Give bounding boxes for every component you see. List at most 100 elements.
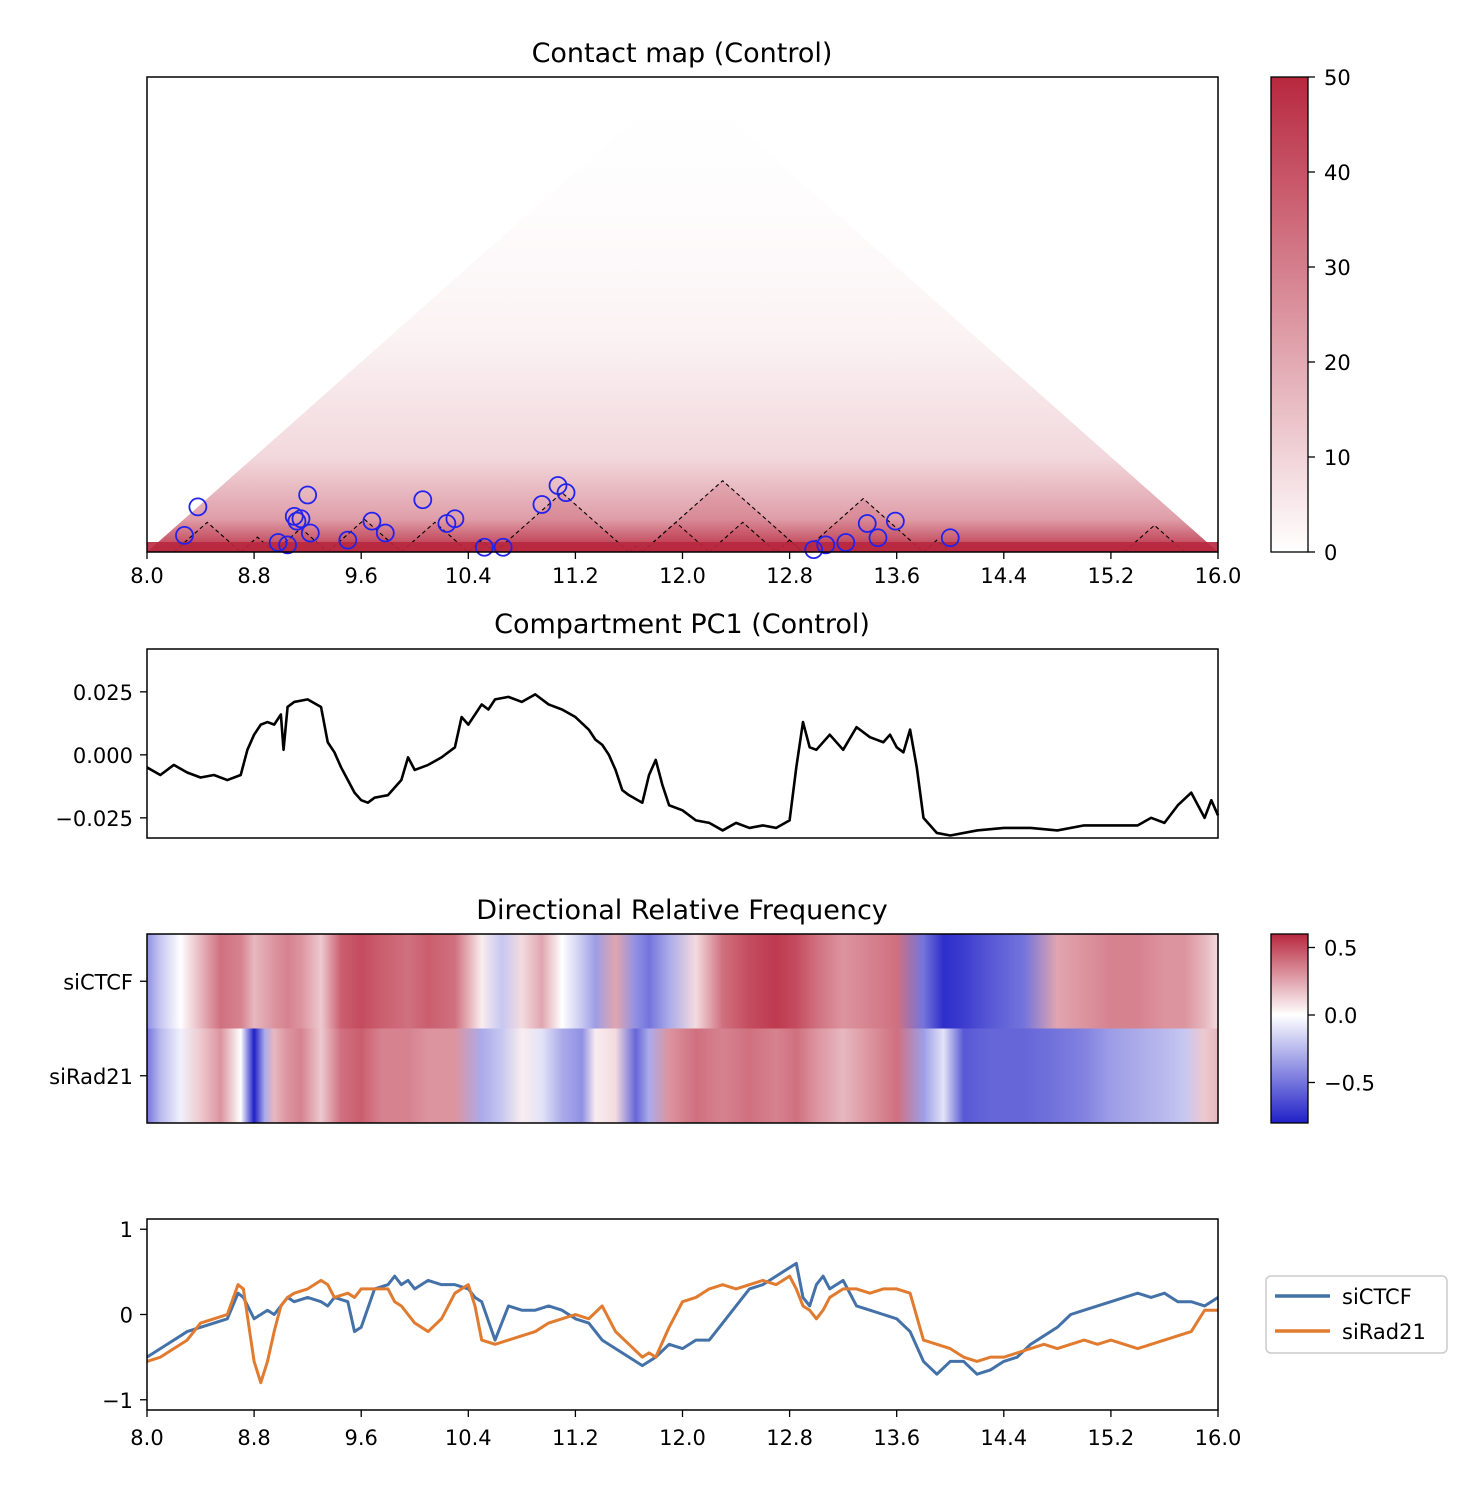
loop-marker [375, 523, 395, 543]
tad-fill [802, 498, 924, 552]
x-tick-label: 10.4 [445, 564, 492, 588]
x-tick-label: 14.4 [980, 564, 1027, 588]
loop-marker [287, 511, 307, 531]
loop-marker [556, 483, 576, 503]
loop-marker [885, 511, 905, 531]
x-tick-label: 12.8 [766, 1426, 813, 1450]
pc1-y-axis: 0.025 0.000 −0.025 [55, 681, 147, 831]
legend-label-sirad21: siRad21 [1342, 1320, 1426, 1344]
drf-line-y-axis: 1 0 −1 [102, 1218, 147, 1413]
drf-colorbar-gradient [1270, 933, 1309, 1124]
tad-outline [802, 497, 924, 553]
legend-label-sictcf: siCTCF [1342, 1285, 1412, 1309]
loop-marker [300, 523, 320, 543]
loop-marker [268, 533, 288, 552]
x-tick-label: 9.6 [344, 564, 377, 588]
x-tick-label: 15.2 [1088, 1426, 1135, 1450]
x-tick-label: 8.8 [237, 1426, 270, 1450]
loop-marker [278, 535, 297, 555]
drf-panel: Directional Relative Frequency siCTCF siR… [49, 895, 1375, 1124]
y-tick-label: 0.000 [73, 744, 133, 768]
x-tick-label: 15.2 [1088, 564, 1135, 588]
x-tick-label: 8.0 [130, 1426, 163, 1450]
loop-marker [474, 537, 494, 557]
y-tick-label: −0.025 [55, 807, 133, 831]
x-tick-label: 13.6 [873, 564, 920, 588]
colorbar-tick-label: 30 [1324, 256, 1351, 280]
loop-marker [868, 528, 888, 548]
loop-marker [298, 485, 318, 505]
colorbar-tick-label: 0 [1324, 541, 1337, 565]
loop-marker [816, 535, 836, 555]
x-tick-label: 14.4 [980, 1426, 1027, 1450]
row-label-siCTCF: siCTCF [63, 970, 133, 994]
y-tick-label: −1 [102, 1389, 133, 1413]
contact-map-triangle [147, 77, 1218, 552]
colorbar-tick-label: 0.5 [1324, 937, 1357, 961]
loop-marker [940, 528, 960, 548]
row-label-siRad21: siRad21 [49, 1065, 133, 1089]
drf-row-siRad21 [147, 1028, 1218, 1123]
colorbar-tick-label: 0.0 [1324, 1004, 1357, 1028]
contact-map-colorbar: 0 10 20 30 40 50 [1270, 66, 1351, 565]
contact-map-x-axis: 8.0 8.8 9.6 10.4 11.2 12.0 12.8 13.6 14.4 15.2 16.… [130, 552, 1241, 588]
loop-marker [532, 495, 552, 514]
drf-row-siCTCF [147, 934, 1218, 1029]
drf-line-x-axis: 8.0 8.8 9.6 10.4 11.2 12.0 12.8 13.6 14.4 15.2 16.… [130, 1410, 1241, 1450]
x-tick-label: 11.2 [552, 1426, 599, 1450]
loop-marker [857, 514, 877, 533]
drf-heatmap [147, 934, 1218, 1123]
loop-marker [175, 525, 194, 545]
x-tick-label: 11.2 [552, 564, 599, 588]
x-tick-label: 12.8 [766, 564, 813, 588]
drf-title: Directional Relative Frequency [476, 895, 888, 926]
drf-colorbar: 0.5 0.0 −0.5 [1270, 933, 1375, 1124]
loop-marker [804, 540, 824, 560]
pc1-plot [146, 693, 1220, 837]
contact-map-panel: Contact map (Control) 8.0 8.8 9.6 10.4 11.2 1… [130, 38, 1350, 588]
colorbar-gradient [1270, 76, 1309, 553]
drf-frame [146, 933, 1219, 1124]
tad-fill [642, 480, 803, 552]
loop-marker [445, 509, 465, 529]
x-tick-label: 10.4 [445, 1426, 492, 1450]
drf-line-plot [146, 1261, 1219, 1385]
loop-marker [362, 511, 382, 531]
loop-marker [291, 509, 311, 529]
loop-marker [413, 490, 433, 510]
loop-marker [493, 537, 513, 557]
y-tick-label: 1 [120, 1218, 133, 1242]
loop-marker [188, 497, 208, 517]
diagonal-band [147, 542, 1218, 552]
colorbar-tick-label: 10 [1324, 446, 1351, 470]
contact-map-plot [147, 77, 1218, 560]
colorbar-tick-label: −0.5 [1324, 1072, 1375, 1096]
y-tick-label: 0.025 [73, 681, 133, 705]
colorbar-tick-label: 20 [1324, 351, 1351, 375]
contact-map-title: Contact map (Control) [532, 38, 833, 69]
pc1-title: Compartment PC1 (Control) [494, 609, 870, 640]
x-tick-label: 8.0 [130, 564, 163, 588]
pc1-panel: Compartment PC1 (Control) 0.025 0.000 −0.0… [55, 609, 1220, 839]
x-tick-label: 12.0 [659, 1426, 706, 1450]
pc1-frame [146, 648, 1219, 839]
loop-marker [836, 533, 856, 552]
series-line-siCTCF [146, 1261, 1219, 1376]
x-tick-label: 16.0 [1195, 564, 1242, 588]
x-tick-label: 16.0 [1195, 1426, 1242, 1450]
x-tick-label: 13.6 [873, 1426, 920, 1450]
pc1-line [146, 693, 1220, 837]
loop-marker [338, 530, 358, 550]
colorbar-tick-label: 50 [1324, 66, 1351, 90]
x-tick-label: 12.0 [659, 564, 706, 588]
x-tick-label: 8.8 [237, 564, 270, 588]
drf-line-panel: 8.0 8.8 9.6 10.4 11.2 12.0 12.8 13.6 14.4 15.2 16.… [102, 1218, 1448, 1450]
tad-fill [495, 492, 629, 552]
y-tick-label: 0 [120, 1304, 133, 1328]
series-line-siRad21 [146, 1274, 1218, 1385]
x-tick-label: 9.6 [344, 1426, 377, 1450]
legend: siCTCF siRad21 [1265, 1275, 1448, 1354]
drf-line-frame [146, 1218, 1219, 1411]
tad-outline [494, 491, 630, 553]
